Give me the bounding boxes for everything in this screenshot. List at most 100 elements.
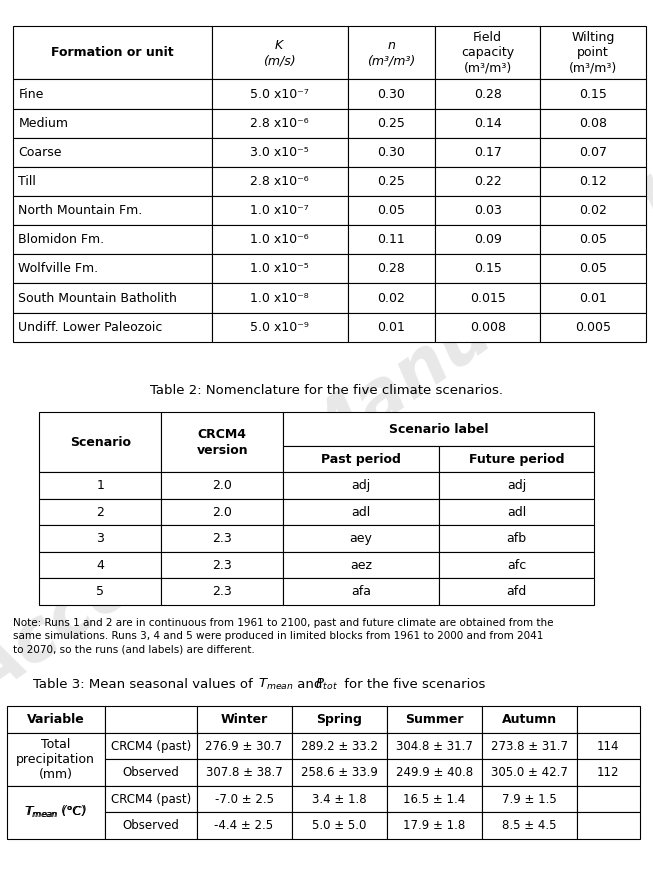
Bar [161, 552, 283, 578]
Bar [439, 499, 594, 525]
Bar [13, 167, 212, 196]
Bar [577, 706, 640, 733]
Bar [104, 706, 197, 733]
Bar [13, 138, 212, 167]
Text: 0.01: 0.01 [377, 321, 406, 334]
Text: $T_{mean}$: $T_{mean}$ [258, 676, 294, 692]
Bar [291, 812, 387, 839]
Text: 0.30: 0.30 [377, 146, 406, 159]
Text: Observed: Observed [122, 819, 179, 832]
Text: 0.005: 0.005 [575, 321, 611, 334]
Bar [435, 109, 541, 138]
Text: Autumn: Autumn [502, 713, 556, 726]
Text: Coarse: Coarse [18, 146, 62, 159]
Text: 17.9 ± 1.8: 17.9 ± 1.8 [403, 819, 465, 832]
Bar [435, 79, 541, 109]
Text: Table 2: Nomenclature for the five climate scenarios.: Table 2: Nomenclature for the five clima… [150, 384, 503, 396]
Bar [13, 109, 212, 138]
Text: aey: aey [349, 532, 373, 545]
Bar [39, 578, 161, 605]
Bar [435, 167, 541, 196]
Text: adj: adj [507, 479, 526, 492]
Text: CRCM4
version: CRCM4 version [197, 428, 248, 457]
Text: 0.015: 0.015 [470, 291, 505, 305]
Text: 0.30: 0.30 [377, 87, 406, 101]
Text: Field
capacity
(m³/m³): Field capacity (m³/m³) [461, 31, 514, 75]
Bar [212, 109, 348, 138]
Bar [541, 225, 646, 254]
Bar [439, 472, 594, 499]
Bar [7, 786, 104, 839]
Text: 0.09: 0.09 [473, 233, 502, 246]
Bar [13, 26, 212, 79]
Text: 5.0 x10⁻⁹: 5.0 x10⁻⁹ [250, 321, 310, 334]
Bar [541, 313, 646, 342]
Bar [283, 525, 439, 552]
Bar [577, 786, 640, 812]
Text: Wilting
point
(m³/m³): Wilting point (m³/m³) [569, 31, 617, 75]
Bar [212, 225, 348, 254]
Bar [541, 79, 646, 109]
Text: 4: 4 [96, 559, 104, 571]
Bar [39, 525, 161, 552]
Text: 2.8 x10⁻⁶: 2.8 x10⁻⁶ [251, 175, 309, 188]
Text: 0.05: 0.05 [377, 204, 406, 217]
Bar [439, 446, 594, 472]
Text: 273.8 ± 31.7: 273.8 ± 31.7 [490, 740, 567, 752]
Bar [435, 225, 541, 254]
Bar [435, 196, 541, 225]
Bar [161, 412, 283, 472]
Text: 112: 112 [597, 766, 620, 779]
Text: 0.15: 0.15 [579, 87, 607, 101]
Bar [387, 812, 481, 839]
Text: Undiff. Lower Paleozoic: Undiff. Lower Paleozoic [18, 321, 163, 334]
Bar [439, 552, 594, 578]
Bar [577, 812, 640, 839]
Bar [348, 79, 435, 109]
Text: $T_{mean}$ (°C): $T_{mean}$ (°C) [25, 804, 87, 820]
Text: 1.0 x10⁻⁵: 1.0 x10⁻⁵ [251, 262, 309, 275]
Bar [435, 138, 541, 167]
Text: 8.5 ± 4.5: 8.5 ± 4.5 [502, 819, 556, 832]
Text: 0.02: 0.02 [579, 204, 607, 217]
Text: 0.01: 0.01 [579, 291, 607, 305]
Text: 0.25: 0.25 [377, 175, 406, 188]
Bar [161, 578, 283, 605]
Bar [435, 283, 541, 313]
Bar [577, 733, 640, 759]
Text: 7.9 ± 1.5: 7.9 ± 1.5 [502, 793, 556, 805]
Bar [13, 283, 212, 313]
Text: -7.0 ± 2.5: -7.0 ± 2.5 [215, 793, 274, 805]
Text: 114: 114 [597, 740, 620, 752]
Bar [161, 525, 283, 552]
Text: and: and [293, 678, 326, 691]
Bar [283, 446, 439, 472]
Text: 305.0 ± 42.7: 305.0 ± 42.7 [490, 766, 567, 779]
Bar [439, 578, 594, 605]
Text: 3.0 x10⁻⁵: 3.0 x10⁻⁵ [251, 146, 309, 159]
Text: Future period: Future period [469, 453, 564, 465]
Bar [13, 225, 212, 254]
Bar [348, 196, 435, 225]
Bar [435, 313, 541, 342]
Text: for the five scenarios: for the five scenarios [340, 678, 485, 691]
Text: 1.0 x10⁻⁸: 1.0 x10⁻⁸ [251, 291, 309, 305]
Text: 0.05: 0.05 [579, 233, 607, 246]
Bar [197, 733, 291, 759]
Text: Observed: Observed [122, 766, 179, 779]
Bar [13, 313, 212, 342]
Bar [161, 472, 283, 499]
Bar [348, 167, 435, 196]
Text: 2.0: 2.0 [212, 479, 232, 492]
Text: 0.02: 0.02 [377, 291, 406, 305]
Bar [212, 313, 348, 342]
Text: 307.8 ± 38.7: 307.8 ± 38.7 [206, 766, 283, 779]
Text: Variable: Variable [27, 713, 84, 726]
Text: 0.14: 0.14 [474, 117, 502, 130]
Text: 0.07: 0.07 [579, 146, 607, 159]
Bar [348, 109, 435, 138]
Text: 0.28: 0.28 [377, 262, 406, 275]
Bar [197, 786, 291, 812]
Text: Wolfville Fm.: Wolfville Fm. [18, 262, 99, 275]
Text: Accepted Manuscript: Accepted Manuscript [0, 168, 653, 715]
